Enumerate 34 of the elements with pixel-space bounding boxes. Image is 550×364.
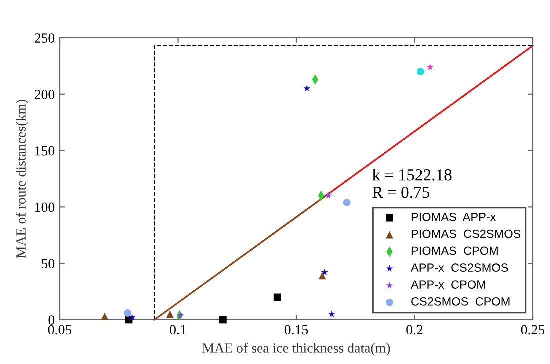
point — [128, 314, 136, 321]
y-axis-title: MAE of route distances(km) — [16, 100, 29, 258]
point — [416, 68, 424, 76]
legend-label: APP-x CS2SMOS — [411, 264, 508, 272]
y-tick-label: 0 — [48, 316, 55, 325]
point — [274, 294, 282, 302]
point — [124, 310, 132, 317]
point — [426, 64, 434, 70]
annotation: k = 1522.18 R = 0.75 — [372, 169, 452, 198]
y-tick-label: 150 — [36, 146, 55, 156]
point — [304, 85, 311, 92]
legend-label: PIOMAS APP-x — [412, 212, 496, 222]
y-tick-label: 50 — [42, 259, 55, 269]
x-tick-label: 0.1 — [170, 325, 186, 335]
legend-label: CS2SMOS CPOM — [412, 298, 510, 306]
x-tick-label: 0.05 — [48, 325, 72, 335]
legend-label: APP-x CPOM — [411, 280, 486, 289]
point — [343, 199, 351, 206]
point — [321, 268, 328, 276]
y-tick-label: 250 — [34, 34, 55, 43]
y-tick-label: 200 — [34, 90, 55, 100]
point — [101, 312, 109, 320]
point — [166, 310, 174, 318]
legend-label: PIOMAS CPOM — [412, 246, 498, 256]
point — [220, 316, 227, 324]
x-tick-label: 0.15 — [284, 325, 308, 335]
point — [325, 192, 332, 199]
point — [177, 312, 184, 318]
point — [328, 310, 336, 318]
x-axis-title: MAE of sea ice thickness data(m) — [202, 343, 390, 356]
x-tick-label: 0.25 — [521, 325, 545, 335]
y-tick-label: 100 — [36, 202, 55, 212]
x-tick-label: 0.2 — [406, 325, 423, 335]
legend-label: PIOMAS CS2SMOS — [412, 230, 521, 238]
